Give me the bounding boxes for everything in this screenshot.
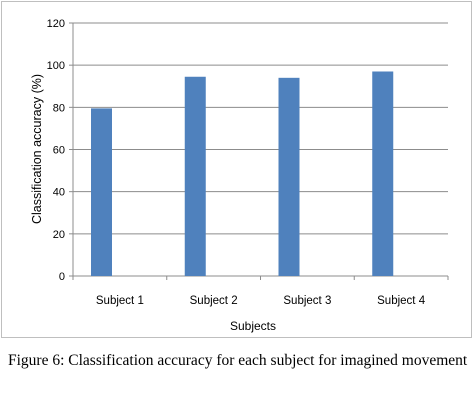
bars [91,71,394,276]
y-tick-label: 40 [53,187,65,199]
bar-subject-3 [278,77,300,276]
y-tick-label: 80 [53,102,65,114]
y-tick-label: 20 [53,229,65,241]
figure-caption: Figure 6: Classification accuracy for ea… [8,352,468,369]
y-axis-label: Classification accuracy (%) [30,74,44,224]
bar-subject-4 [372,71,394,276]
x-tick-label: Subject 4 [377,295,426,307]
x-tick-label: Subject 1 [96,295,144,307]
x-tick-label: Subject 3 [283,295,331,307]
x-axis-label: Subjects [230,319,276,333]
y-tick-label: 120 [47,18,65,30]
chart-area-border [1,1,472,338]
bar-subject-2 [184,76,206,276]
x-tick-label: Subject 2 [190,295,238,307]
y-tick-label: 0 [59,271,65,283]
y-tick-labels: 0 20 40 60 80 100 120 [47,18,65,283]
y-tick-label: 100 [47,60,65,72]
bar-subject-1 [91,108,112,276]
x-tick-labels: Subject 1 Subject 2 Subject 3 Subject 4 [96,295,426,307]
y-tick-label: 60 [53,145,65,157]
